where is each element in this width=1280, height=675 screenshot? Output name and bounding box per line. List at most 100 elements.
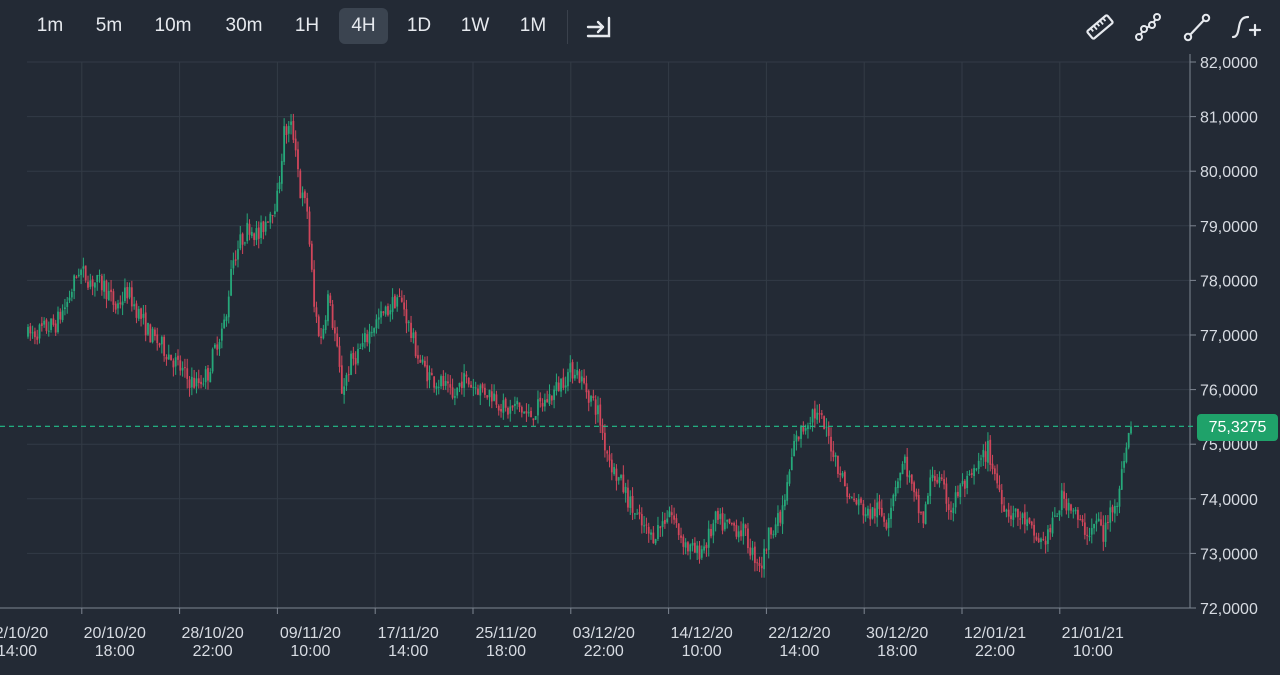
candle bbox=[952, 503, 955, 522]
candle bbox=[728, 518, 731, 525]
trend-line-icon[interactable] bbox=[1180, 10, 1214, 44]
candle bbox=[703, 538, 706, 554]
timeframe-1w[interactable]: 1W bbox=[460, 15, 490, 36]
candle-body bbox=[375, 319, 378, 329]
candle bbox=[687, 541, 689, 556]
candle-body bbox=[562, 377, 565, 388]
candle bbox=[599, 397, 602, 433]
candle-body bbox=[714, 511, 717, 524]
timeframe-1mo[interactable]: 1M bbox=[519, 15, 547, 36]
candle-body bbox=[790, 457, 793, 471]
candle-body bbox=[1058, 510, 1061, 515]
last-price-badge: 75,3275 bbox=[1197, 414, 1278, 441]
candle bbox=[338, 337, 341, 373]
candle bbox=[184, 358, 186, 378]
candle-body bbox=[324, 319, 327, 330]
candle bbox=[968, 470, 971, 476]
candle-body bbox=[1083, 522, 1086, 535]
candle-body bbox=[248, 223, 251, 235]
candle-body bbox=[149, 324, 152, 343]
candle-body bbox=[855, 499, 858, 505]
candle-body bbox=[818, 413, 821, 415]
candle bbox=[483, 383, 486, 398]
candle-body bbox=[200, 381, 202, 385]
candle-body bbox=[1007, 509, 1010, 517]
timeframe-10m[interactable]: 10m bbox=[154, 15, 192, 36]
add-indicator-icon[interactable] bbox=[1228, 10, 1262, 44]
candle bbox=[283, 118, 286, 166]
candle bbox=[1067, 498, 1070, 519]
x-tick-date: 09/11/20 bbox=[280, 625, 341, 642]
go-to-latest-icon[interactable] bbox=[583, 10, 617, 44]
candle bbox=[188, 376, 191, 397]
candle bbox=[126, 282, 129, 304]
candle-body bbox=[350, 353, 352, 375]
timeframe-1d[interactable]: 1D bbox=[406, 15, 432, 36]
candle-body bbox=[841, 472, 844, 477]
candle bbox=[460, 372, 463, 395]
timeframe-1h[interactable]: 1H bbox=[294, 15, 320, 36]
x-tick-date: 25/11/20 bbox=[475, 625, 536, 642]
candle bbox=[87, 275, 89, 291]
candle bbox=[151, 326, 154, 344]
candle-body bbox=[571, 362, 574, 379]
candle-body bbox=[340, 365, 343, 394]
candle bbox=[742, 517, 745, 545]
candle bbox=[269, 211, 272, 229]
candle-body bbox=[467, 377, 470, 385]
candle bbox=[336, 326, 339, 348]
candle bbox=[1100, 511, 1102, 527]
candle bbox=[509, 399, 512, 422]
x-tick-date: 28/10/20 bbox=[181, 625, 243, 642]
ruler-icon[interactable] bbox=[1083, 10, 1117, 44]
candle bbox=[666, 510, 669, 524]
candle bbox=[130, 280, 133, 312]
candle bbox=[825, 418, 828, 437]
timeframe-1m[interactable]: 1m bbox=[36, 15, 64, 36]
candle bbox=[723, 513, 726, 532]
candle-body bbox=[255, 228, 258, 241]
multi-point-line-icon[interactable] bbox=[1131, 10, 1165, 44]
candle-body bbox=[172, 360, 175, 368]
candle-body bbox=[903, 456, 906, 463]
candle bbox=[811, 408, 814, 432]
x-tick-date: 12/01/21 bbox=[964, 625, 1026, 642]
candle bbox=[202, 377, 205, 387]
candle-body bbox=[447, 381, 449, 384]
candle bbox=[1040, 537, 1042, 550]
candle-body bbox=[998, 484, 1001, 490]
candle-body bbox=[214, 344, 216, 348]
timeframe-5m[interactable]: 5m bbox=[95, 15, 123, 36]
candle bbox=[553, 385, 556, 409]
candle-body bbox=[36, 336, 39, 340]
candle-body bbox=[638, 512, 641, 515]
candle-body bbox=[520, 407, 523, 413]
candle-body bbox=[968, 474, 971, 476]
candle bbox=[444, 372, 447, 390]
candle bbox=[712, 519, 715, 544]
candle bbox=[573, 369, 576, 381]
candle bbox=[777, 505, 779, 533]
candle-body bbox=[1093, 523, 1095, 529]
timeframe-30m[interactable]: 30m bbox=[225, 15, 263, 36]
timeframe-4h[interactable]: 4H bbox=[339, 8, 388, 44]
candle bbox=[345, 372, 348, 391]
candle-body bbox=[486, 395, 489, 398]
candle bbox=[248, 219, 251, 241]
candle-body bbox=[924, 504, 927, 525]
candle-body bbox=[124, 287, 126, 302]
candle-body bbox=[693, 542, 696, 553]
candle bbox=[970, 468, 973, 478]
candle-body bbox=[984, 451, 987, 462]
candle-body bbox=[795, 435, 798, 442]
candle bbox=[973, 464, 975, 485]
x-tick-date: 14/12/20 bbox=[670, 625, 732, 642]
candle bbox=[1088, 527, 1091, 542]
candle-body bbox=[950, 510, 952, 513]
candle bbox=[693, 537, 696, 553]
candle-body bbox=[848, 496, 851, 498]
candle-body bbox=[241, 233, 244, 245]
candle-body bbox=[740, 530, 742, 537]
candle bbox=[832, 441, 835, 462]
